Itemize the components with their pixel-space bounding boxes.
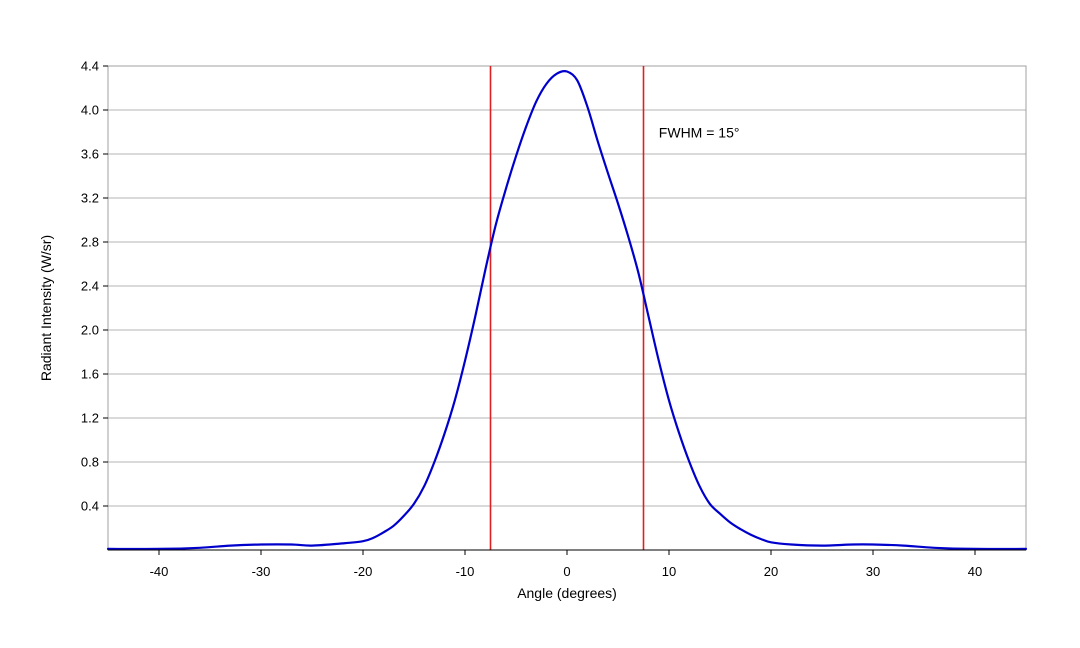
series-lines bbox=[106, 69, 1028, 551]
y-tick-label: 2.0 bbox=[81, 323, 99, 338]
fwhm-markers bbox=[489, 66, 645, 550]
y-tick-label: 4.0 bbox=[81, 103, 99, 118]
x-tick-labels: -40 -30 -20 -10 0 10 20 30 40 bbox=[150, 550, 982, 579]
y-tick-labels: 0.4 0.8 1.2 1.6 2.0 2.4 2.8 3.2 3.6 4.0 4.4 bbox=[81, 59, 108, 514]
y-tick-label: 3.6 bbox=[81, 147, 99, 162]
x-tick-label: 30 bbox=[866, 564, 880, 579]
x-axis-label: Angle (degrees) bbox=[517, 585, 617, 601]
x-tick-label: 20 bbox=[764, 564, 778, 579]
x-tick-label: -30 bbox=[252, 564, 271, 579]
y-axis-label: Radiant Intensity (W/sr) bbox=[38, 235, 54, 381]
y-tick-label: 4.4 bbox=[81, 59, 99, 74]
annotations: FWHM = 15° bbox=[659, 125, 740, 141]
x-tick-label: 40 bbox=[968, 564, 982, 579]
x-tick-label: -20 bbox=[354, 564, 373, 579]
y-tick-label: 0.4 bbox=[81, 499, 99, 514]
y-tick-label: 1.2 bbox=[81, 411, 99, 426]
x-tick-label: -40 bbox=[150, 564, 169, 579]
y-tick-label: 3.2 bbox=[81, 191, 99, 206]
x-tick-label: -10 bbox=[456, 564, 475, 579]
y-tick-label: 0.8 bbox=[81, 455, 99, 470]
fwhm-annotation: FWHM = 15° bbox=[659, 125, 740, 141]
x-tick-label: 0 bbox=[563, 564, 570, 579]
y-tick-label: 2.8 bbox=[81, 235, 99, 250]
series-line bbox=[106, 69, 1028, 551]
x-tick-label: 10 bbox=[662, 564, 676, 579]
y-tick-label: 2.4 bbox=[81, 279, 99, 294]
y-tick-label: 1.6 bbox=[81, 367, 99, 382]
